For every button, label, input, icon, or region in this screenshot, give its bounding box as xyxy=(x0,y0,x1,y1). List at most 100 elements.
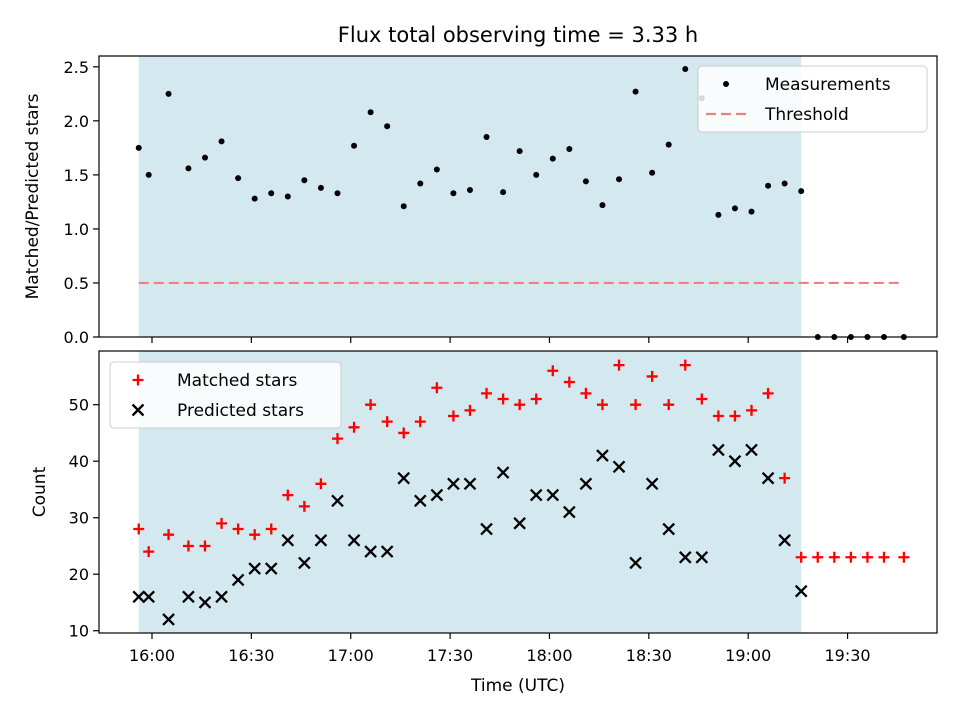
y-tick-label: 2.5 xyxy=(64,58,89,77)
upper-axes-frame xyxy=(98,55,938,338)
data-point xyxy=(745,443,758,457)
data-point xyxy=(381,416,393,428)
legend-label: Measurements xyxy=(765,75,891,95)
data-point xyxy=(433,166,440,173)
data-point xyxy=(549,155,556,162)
data-point xyxy=(317,184,324,191)
data-point xyxy=(232,523,244,535)
data-point xyxy=(380,545,394,558)
lower-y-axis-label: Count xyxy=(30,466,50,517)
data-point xyxy=(215,590,228,604)
data-point xyxy=(163,529,175,541)
data-point xyxy=(795,551,807,563)
series-predicted-stars xyxy=(132,443,808,626)
data-point xyxy=(198,596,212,609)
data-point xyxy=(351,142,358,149)
y-tick-label: 20 xyxy=(69,565,89,584)
y-tick-label: 30 xyxy=(69,509,89,528)
data-point xyxy=(268,190,275,197)
data-point xyxy=(497,393,509,405)
data-point xyxy=(861,551,873,563)
y-tick-label: 40 xyxy=(69,452,89,471)
data-point xyxy=(483,134,490,141)
chart-title: Flux total observing time = 3.33 h xyxy=(338,23,698,47)
data-point xyxy=(450,190,457,197)
data-point xyxy=(632,88,639,95)
data-point xyxy=(201,154,208,161)
data-point xyxy=(728,454,742,468)
data-point xyxy=(778,534,791,547)
lower-legend: Matched stars Predicted stars xyxy=(109,361,342,429)
data-point xyxy=(447,477,460,491)
x-tick-label: 16:00 xyxy=(129,646,175,665)
data-point xyxy=(463,477,477,491)
lower-plot-area xyxy=(132,351,910,633)
x-tick-label: 19:00 xyxy=(725,646,771,665)
data-point xyxy=(182,590,195,604)
data-point xyxy=(248,562,261,575)
data-point xyxy=(400,203,407,210)
data-point xyxy=(367,109,374,116)
data-point xyxy=(143,546,155,558)
data-point xyxy=(298,500,310,512)
data-point xyxy=(663,399,675,411)
data-point xyxy=(695,550,709,564)
data-point xyxy=(249,529,261,541)
data-point xyxy=(712,443,725,457)
lower-y-axis: 10 20 30 40 50 xyxy=(69,396,99,641)
data-point xyxy=(630,399,642,411)
data-point xyxy=(218,138,225,145)
data-point xyxy=(599,202,606,209)
data-point xyxy=(480,522,493,536)
data-point xyxy=(145,171,152,178)
data-point xyxy=(132,590,146,604)
legend-label: Matched stars xyxy=(177,371,297,391)
y-tick-label: 0.0 xyxy=(64,328,89,347)
data-point xyxy=(347,534,361,547)
data-point xyxy=(794,584,808,598)
data-point xyxy=(331,494,344,508)
y-tick-label: 1.0 xyxy=(64,220,89,239)
data-point xyxy=(281,534,295,547)
data-point xyxy=(579,477,593,491)
data-point xyxy=(430,488,444,502)
data-point xyxy=(314,534,328,547)
data-point xyxy=(348,421,360,433)
data-point xyxy=(431,382,443,394)
data-point xyxy=(165,90,172,97)
data-point xyxy=(731,205,738,212)
data-point xyxy=(563,505,576,519)
legend-box xyxy=(109,361,342,429)
data-point xyxy=(662,522,676,536)
data-point xyxy=(612,460,626,474)
data-point xyxy=(185,165,192,172)
data-point xyxy=(199,540,211,552)
legend-marker xyxy=(131,403,145,417)
series-matched-stars xyxy=(133,359,910,563)
data-point xyxy=(563,376,575,388)
data-point xyxy=(315,478,327,490)
data-point xyxy=(500,189,507,196)
x-tick-label: 17:00 xyxy=(328,646,374,665)
data-point xyxy=(729,410,741,422)
data-point xyxy=(645,477,659,491)
x-axis-label: Time (UTC) xyxy=(470,676,565,696)
data-point xyxy=(845,551,857,563)
legend-label: Threshold xyxy=(764,105,849,125)
data-point xyxy=(629,556,642,570)
data-point xyxy=(898,551,910,563)
data-point xyxy=(365,399,377,411)
data-point xyxy=(878,551,890,563)
y-tick-label: 0.5 xyxy=(64,274,89,293)
data-point xyxy=(762,387,774,399)
data-point xyxy=(746,404,758,416)
upper-legend: Measurements Threshold xyxy=(697,65,928,133)
data-point xyxy=(765,182,772,189)
data-point xyxy=(162,613,175,626)
data-point xyxy=(251,195,258,202)
data-point xyxy=(665,141,672,148)
data-point xyxy=(413,494,427,508)
upper-panel: 0.0 0.5 1.0 1.5 2.0 2.5 Matched/Predicted sta… xyxy=(23,55,938,347)
legend-label: Predicted stars xyxy=(177,401,304,421)
data-point xyxy=(414,416,426,428)
